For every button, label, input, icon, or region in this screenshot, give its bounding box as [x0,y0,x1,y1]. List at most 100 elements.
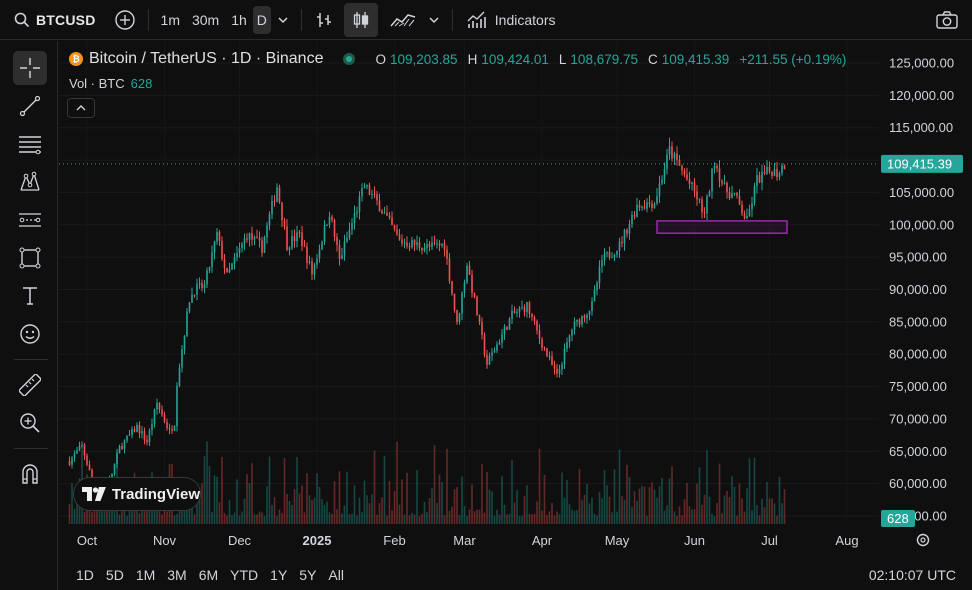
fib-tool[interactable] [13,127,47,161]
candle-body [491,352,493,356]
camera-icon [936,11,958,29]
volume-bar [541,510,543,524]
candle-body [148,430,151,443]
icon-tool[interactable] [13,317,47,351]
candle-body [743,213,746,219]
volume-bar [428,498,431,524]
pattern-tool[interactable] [13,165,47,199]
candle-body [563,348,566,365]
magnet-tool[interactable] [13,457,47,491]
candle-body [723,183,726,185]
indicators-button[interactable]: Indicators [459,11,564,29]
collapse-legend-button[interactable] [67,98,95,118]
volume-bar [371,494,373,524]
candle-body [716,165,718,169]
forecast-tool[interactable] [13,203,47,237]
range-1d[interactable]: 1D [76,566,94,583]
text-icon [23,287,37,305]
candle-body [191,294,193,303]
drawing-toolbar [0,41,58,590]
market-status-icon[interactable] [343,53,356,65]
candle-body [116,453,118,464]
candle-body [746,216,748,219]
x-axis-tick-label: 2025 [303,533,332,548]
candles-chart-type-button[interactable] [343,2,378,37]
candle-body [531,313,533,318]
volume-bar [696,483,698,524]
interval-30m[interactable]: 30m [191,11,220,28]
chart-type-dropdown[interactable] [422,6,446,34]
bitcoin-logo-icon: ₿ [69,52,83,66]
range-3m[interactable]: 3M [167,566,187,583]
volume-bar [751,510,753,524]
volume-bar [616,511,618,524]
volume-bar [693,509,696,524]
range-6m[interactable]: 6M [198,566,219,583]
symbol-search[interactable]: BTCUSD [0,0,106,40]
candle-body [426,244,428,248]
interval-1h[interactable]: 1h [231,11,247,28]
utc-clock[interactable]: 02:10:07 UTC [868,566,956,583]
area-chart-type-button[interactable] [384,6,422,34]
volume-bar [68,503,71,524]
shape-tool[interactable] [13,241,47,275]
range-all[interactable]: All [328,566,344,583]
compare-symbol-button[interactable] [108,6,142,34]
volume-bar [508,513,511,524]
interval-dropdown[interactable] [271,6,295,34]
volume-bar [318,486,321,524]
candle-body [423,247,426,251]
volume-bar [631,507,633,524]
range-1m[interactable]: 1M [135,566,156,583]
candle-body [88,464,91,471]
candlestick-chart[interactable]: 125,000.00120,000.00115,000.00110,000.00… [59,41,972,553]
volume-bar [718,463,721,524]
measure-tool[interactable] [13,368,47,402]
chart-pane[interactable]: 125,000.00120,000.00115,000.00110,000.00… [59,41,972,553]
volume-bar [356,515,358,524]
candle-body [178,367,181,386]
candle-body [283,220,286,227]
candle-body [183,336,186,350]
zoom-tool[interactable] [13,406,47,440]
volume-bar [278,509,281,524]
candle-body [206,270,208,285]
change-value: +211.55 (+0.19%) [739,51,847,67]
bar-chart-type-button[interactable] [308,6,340,34]
candle-body [358,196,361,212]
volume-legend: Vol · BTC 628 [69,76,152,91]
snapshot-button[interactable] [936,10,958,33]
volume-bar [368,503,371,524]
range-5y[interactable]: 5Y [299,566,317,583]
volume-bar [306,473,308,524]
volume-bar [336,509,338,524]
candle-body [86,455,88,465]
range-1y[interactable]: 1Y [270,566,288,583]
volume-bar [138,513,141,524]
candle-body [321,242,323,250]
crosshair-tool[interactable] [13,51,47,85]
separator [300,8,302,31]
candle-body [468,265,471,275]
volume-bar [588,503,591,524]
candle-body [118,446,121,454]
volume-bar [333,481,336,524]
interval-1m[interactable]: 1m [160,11,180,28]
low-label: L [558,51,567,67]
tradingview-logo[interactable]: TradingView [73,477,201,511]
text-tool[interactable] [13,279,47,313]
candle-body [73,453,76,458]
candle-body [731,192,733,199]
volume-bar [636,500,638,524]
volume-bar [148,509,151,524]
range-5d[interactable]: 5D [105,566,124,583]
candle-body [736,192,738,196]
candle-body [446,249,448,259]
volume-bar [436,502,438,524]
interval-1d[interactable]: D [252,5,271,34]
range-ytd[interactable]: YTD [230,566,259,583]
candle-body [643,206,646,209]
volume-bar [563,497,566,524]
trend-line-tool[interactable] [13,89,47,123]
volume-bar [576,510,578,524]
